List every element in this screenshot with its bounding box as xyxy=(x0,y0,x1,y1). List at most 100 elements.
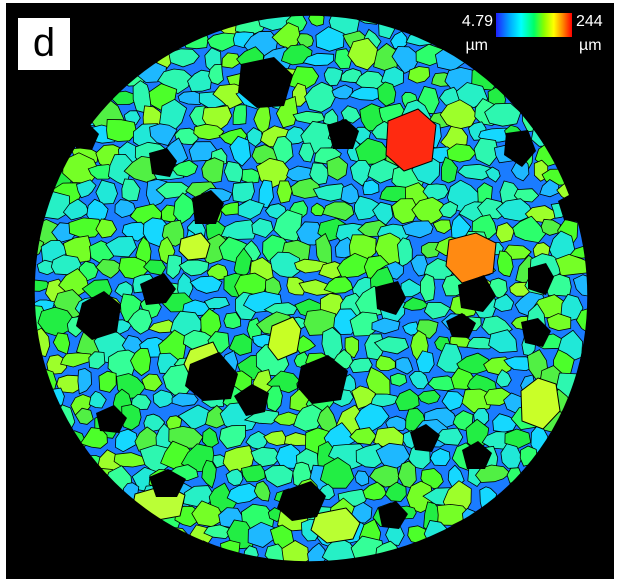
grain-particle xyxy=(228,333,253,356)
grain-particle xyxy=(474,464,511,483)
grain-particle xyxy=(546,313,572,332)
grain-particle xyxy=(350,501,373,524)
grain-particle xyxy=(208,63,224,85)
grain-particle xyxy=(241,168,261,184)
grain-particle xyxy=(243,409,280,425)
grain-particle xyxy=(407,66,431,84)
highlight-grain xyxy=(267,316,302,361)
grain-particle xyxy=(280,44,313,66)
grain-particle xyxy=(417,389,441,405)
grain-particle xyxy=(193,123,225,141)
color-scale-bar xyxy=(496,13,572,37)
grain-particle xyxy=(397,237,413,268)
grain-particle xyxy=(323,67,344,87)
grain-particle xyxy=(302,52,335,67)
grain-particle xyxy=(231,181,255,203)
grain-particle xyxy=(410,254,428,277)
grain-particle xyxy=(157,68,194,95)
grain-particle xyxy=(496,250,514,277)
grain-particle xyxy=(411,196,447,226)
sample-outline xyxy=(33,14,589,563)
grain-particle xyxy=(495,369,512,388)
grain-particle xyxy=(240,464,266,483)
grain-particle xyxy=(245,430,268,451)
grain-particle xyxy=(202,427,219,450)
grain-particle xyxy=(500,443,523,470)
grain-particle xyxy=(105,235,138,258)
grain-particle xyxy=(349,160,372,187)
grain-particle xyxy=(457,163,494,181)
grain-particle xyxy=(273,411,301,426)
grain-particle xyxy=(438,201,459,219)
grain-particle xyxy=(390,30,408,50)
grain-particle xyxy=(401,220,434,239)
grain-particle xyxy=(269,251,302,279)
grain-particle xyxy=(349,357,373,374)
grain-particle xyxy=(115,428,139,453)
grain-particle xyxy=(229,135,252,167)
grain-map xyxy=(6,3,614,579)
grain-particle xyxy=(149,123,178,146)
grain-particle xyxy=(232,104,247,125)
grain-particle xyxy=(371,317,401,335)
grain-size-map-figure: d 4.79 µm 244 µm xyxy=(6,3,614,579)
grain-particle xyxy=(334,48,353,70)
grain-particle xyxy=(539,179,560,198)
grain-particle xyxy=(265,385,283,413)
grain-particle xyxy=(473,137,500,167)
grain-particle xyxy=(372,201,394,226)
grain-particle xyxy=(251,217,274,239)
grain-particle xyxy=(455,82,489,109)
grain-particle xyxy=(286,276,307,296)
highlight-grain xyxy=(178,232,211,261)
grain-particle xyxy=(37,306,75,337)
scale-max-value: 244 xyxy=(576,13,603,30)
grain-particle xyxy=(178,259,210,277)
grain-particle xyxy=(391,198,420,225)
grain-particle xyxy=(276,180,293,204)
grain-particle xyxy=(304,81,336,113)
grain-particle xyxy=(95,259,124,279)
grain-particle xyxy=(309,162,330,186)
grain-particle xyxy=(281,540,310,563)
grain-particle xyxy=(225,468,244,487)
grain-particle xyxy=(50,254,82,276)
grain-particle xyxy=(436,343,464,373)
grain-particle xyxy=(493,293,515,312)
grain-particle xyxy=(298,142,315,163)
grain-particle xyxy=(415,350,435,374)
grain-particle xyxy=(237,199,265,220)
grain-particle xyxy=(323,276,354,294)
highlight-grain xyxy=(385,108,437,172)
grain-particle xyxy=(331,84,354,100)
grain-particle xyxy=(88,390,107,409)
grain-particle xyxy=(572,274,588,298)
grain-particle xyxy=(540,218,561,236)
grain-particle xyxy=(293,258,327,274)
grain-particle xyxy=(315,26,345,52)
grain-particle xyxy=(74,407,94,425)
grain-particle xyxy=(127,308,153,335)
grain-particle xyxy=(203,297,231,309)
grain-particle xyxy=(130,347,152,377)
grain-particle xyxy=(456,352,491,374)
grain-particle xyxy=(389,372,408,387)
grain-particle xyxy=(512,215,547,244)
grain-particle xyxy=(488,329,518,354)
grain-particle xyxy=(336,252,371,279)
grain-particle xyxy=(385,415,409,431)
grain-particle xyxy=(284,126,306,145)
highlight-grain xyxy=(520,377,561,430)
grain-particle xyxy=(423,301,451,320)
grain-particle xyxy=(395,357,414,375)
grain-particle xyxy=(166,254,182,280)
grain-particle xyxy=(79,427,108,449)
grain-particle xyxy=(290,177,324,199)
grain-particle xyxy=(106,119,138,142)
grain-particle xyxy=(223,312,242,330)
grain-particle xyxy=(95,218,118,239)
grain-particle xyxy=(308,15,325,27)
grain-particle xyxy=(272,135,294,168)
grain-particle xyxy=(429,448,451,467)
grain-particle xyxy=(258,179,274,209)
